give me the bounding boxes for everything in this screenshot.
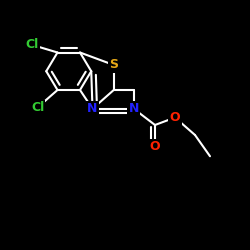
Text: Cl: Cl bbox=[31, 101, 44, 114]
Text: N: N bbox=[87, 102, 98, 115]
Text: N: N bbox=[128, 102, 139, 115]
Text: Cl: Cl bbox=[26, 38, 39, 52]
Text: O: O bbox=[150, 140, 160, 153]
Text: S: S bbox=[109, 58, 118, 71]
Text: O: O bbox=[170, 111, 180, 124]
